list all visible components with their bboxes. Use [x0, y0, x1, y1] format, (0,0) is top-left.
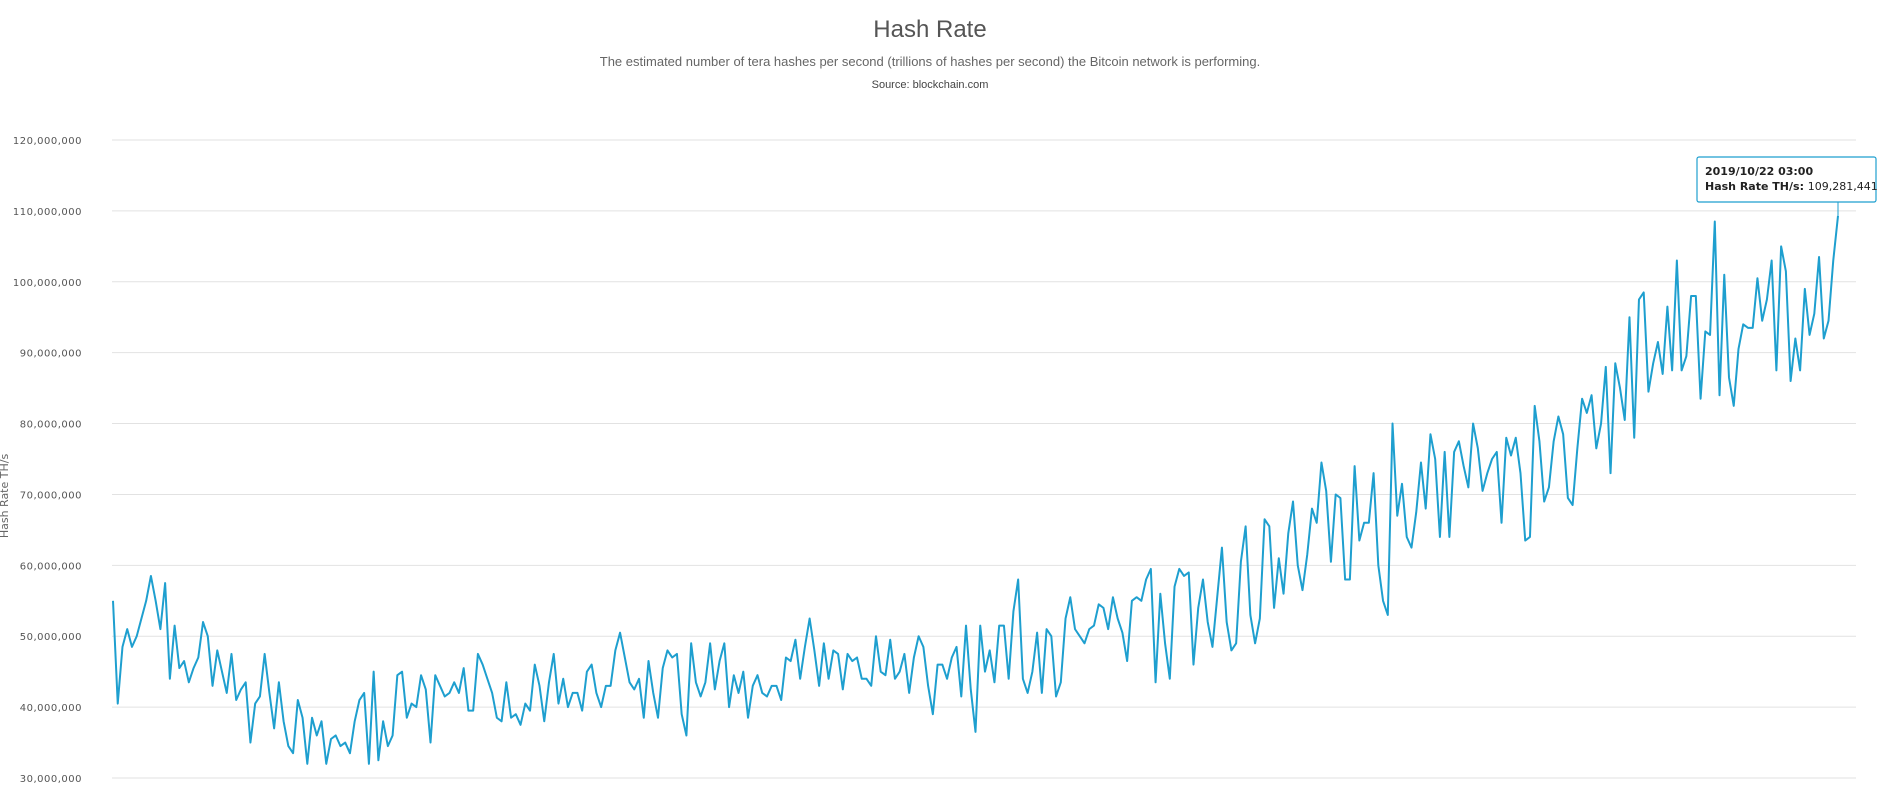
y-axis: 30,000,000 40,000,000 50,000,000 60,000,000… — [13, 136, 82, 785]
y-tick-label: 70,000,000 — [20, 490, 82, 501]
grid-lines — [112, 139, 1856, 779]
y-tick-label: 30,000,000 — [20, 774, 82, 785]
y-tick-label: 100,000,000 — [13, 278, 82, 289]
hash-rate-series-line[interactable] — [112, 215, 1839, 765]
chart-subtitle: The estimated number of tera hashes per … — [599, 54, 1261, 69]
tooltip: 2019/10/22 03:00 Hash Rate TH/s: 109,281… — [1696, 156, 1878, 203]
tooltip-label: Hash Rate TH/s — [1705, 180, 1800, 193]
y-tick-label: 40,000,000 — [20, 703, 82, 714]
tooltip-line: Hash Rate TH/s: 109,281,441 — [1705, 180, 1878, 193]
y-tick-label: 120,000,000 — [13, 136, 82, 147]
tooltip-value: 109,281,441 — [1808, 180, 1878, 193]
chart-title: Hash Rate — [873, 16, 987, 43]
y-tick-label: 90,000,000 — [20, 349, 82, 360]
y-tick-label: 110,000,000 — [13, 207, 82, 218]
chart-source: Source: blockchain.com — [871, 79, 989, 91]
y-axis-label: Hash Rate TH/s — [0, 454, 11, 539]
y-tick-label: 60,000,000 — [20, 561, 82, 572]
tooltip-date: 2019/10/22 03:00 — [1705, 165, 1813, 178]
tooltip-box — [1696, 156, 1877, 203]
y-tick-label: 50,000,000 — [20, 632, 82, 643]
plot-area[interactable] — [112, 202, 1839, 765]
y-tick-label: 80,000,000 — [20, 420, 82, 431]
